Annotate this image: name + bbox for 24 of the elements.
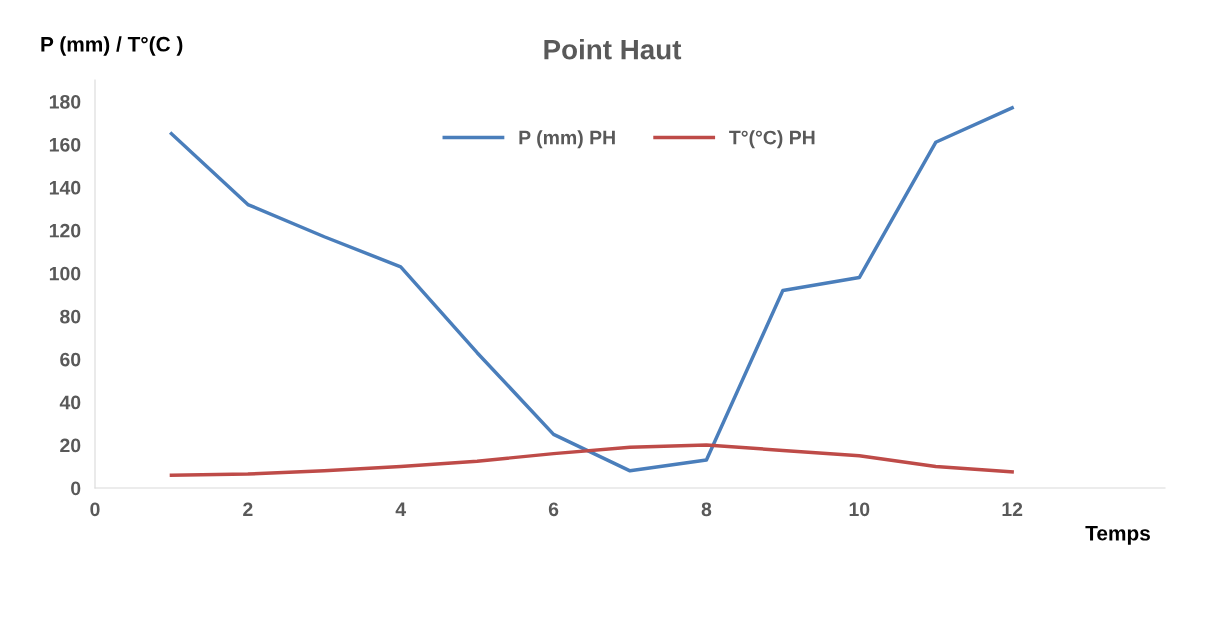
y-tick-label: 40	[59, 395, 81, 410]
x-tick-label: 8	[701, 502, 712, 517]
y-axis-title: P (mm) / T°(C )	[41, 36, 183, 56]
y-tick-label: 80	[60, 309, 81, 324]
y-tick-label: 180	[49, 94, 81, 109]
x-tick-label: 10	[849, 502, 870, 517]
x-axis-title: Temps	[1085, 526, 1150, 545]
x-tick-label: 4	[395, 502, 407, 516]
y-tick-label: 20	[60, 438, 81, 453]
legend-label: T°(°C) PH	[729, 130, 815, 149]
x-tick-label: 12	[1002, 502, 1023, 516]
x-tick-label: 6	[548, 502, 559, 517]
x-tick-label: 0	[90, 502, 100, 517]
chart-title: Point Haut	[544, 39, 682, 60]
y-tick-label: 100	[49, 266, 81, 281]
y-tick-label: 60	[60, 352, 81, 367]
legend-label: P (mm) PH	[519, 130, 615, 149]
y-tick-label: 140	[49, 180, 81, 195]
line-series	[169, 106, 1014, 473]
line-series	[169, 443, 1014, 477]
y-tick-label: 0	[71, 481, 81, 496]
x-tick-label: 2	[243, 502, 253, 516]
y-tick-label: 120	[49, 223, 81, 238]
y-tick-label: 160	[49, 137, 81, 152]
